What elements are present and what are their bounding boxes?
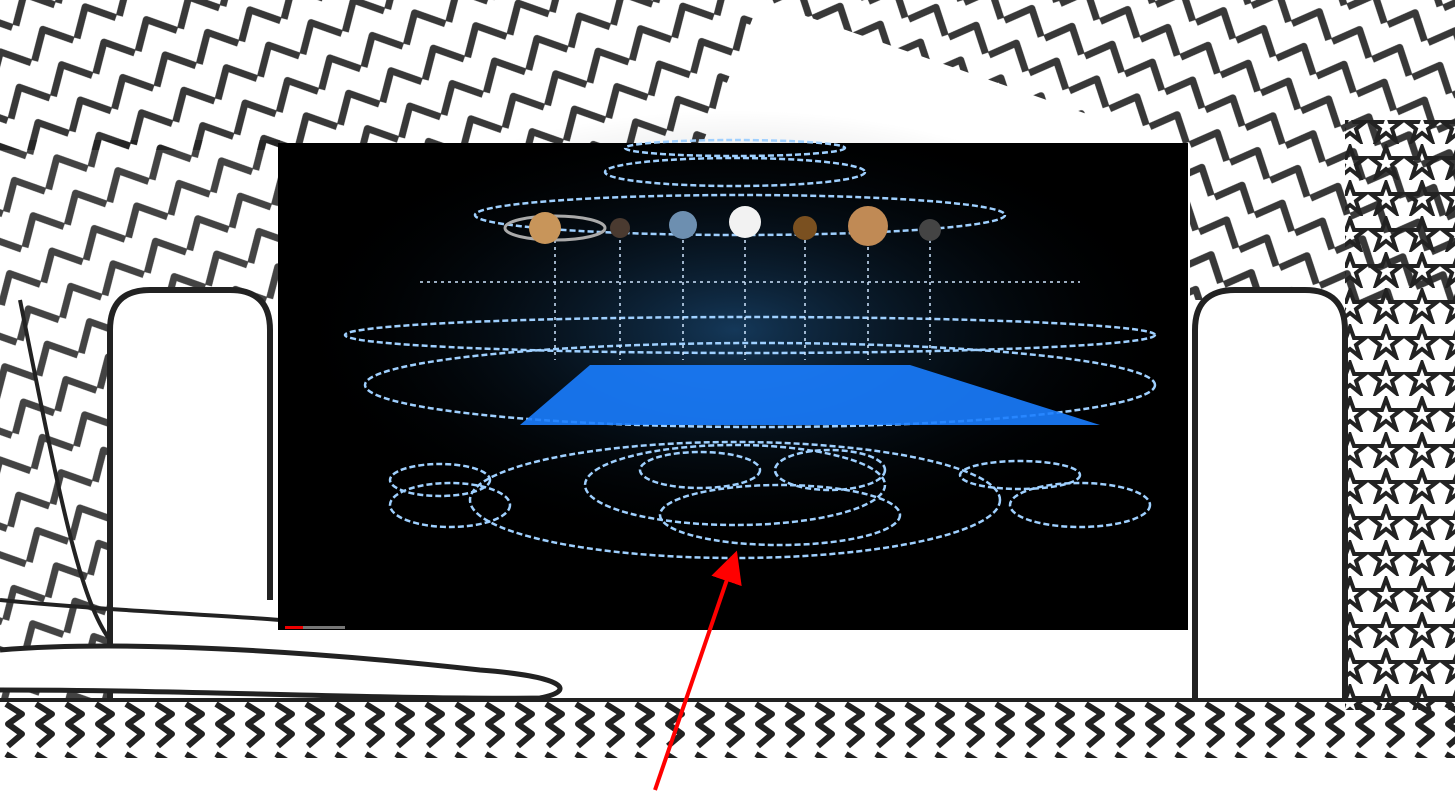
embedded-image bbox=[278, 110, 1188, 630]
orbit-rings bbox=[343, 138, 1157, 560]
dotted-lines bbox=[420, 240, 1080, 360]
blue-plane bbox=[520, 365, 1100, 425]
red-arrow bbox=[653, 550, 742, 791]
planets bbox=[503, 206, 941, 246]
